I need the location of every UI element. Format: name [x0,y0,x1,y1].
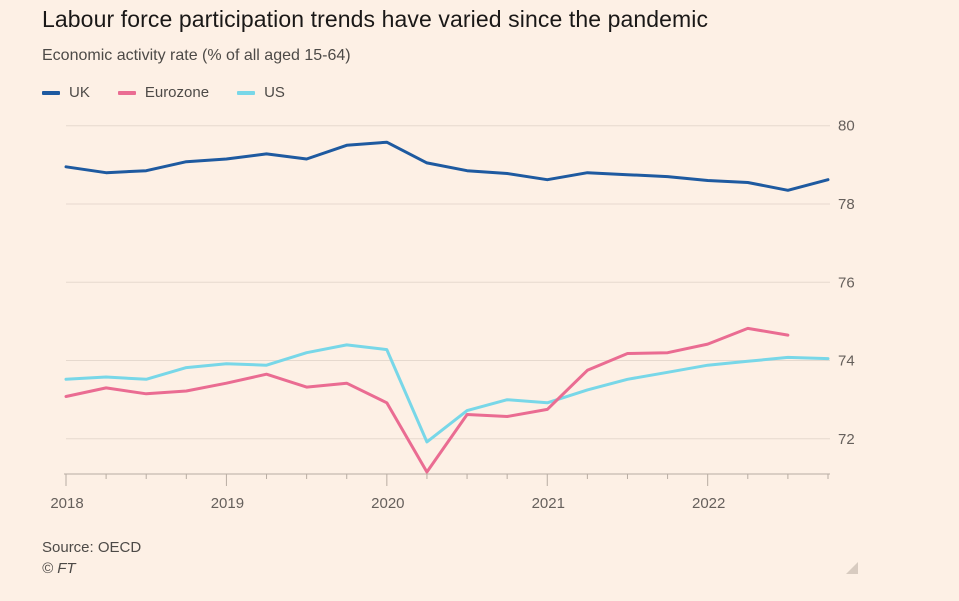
y-tick-label: 74 [838,353,855,370]
x-tick-label: 2018 [50,495,83,512]
source-note: Source: OECD [42,539,142,556]
copyright-note: © FT [42,560,76,577]
resize-handle-icon[interactable] [846,562,858,574]
x-tick-label: 2019 [211,495,244,512]
x-tick-label: 2022 [692,495,725,512]
series-lines [64,140,830,474]
legend-swatch-uk [42,90,60,95]
series-line-uk [64,140,830,192]
series-line-us [64,343,830,444]
gridlines [66,125,830,440]
legend-swatch-us [237,90,256,95]
legend-label-eurozone: Eurozone [144,84,210,101]
legend-swatch-eurozone [117,90,136,95]
chart-subtitle: Economic activity rate (% of all aged 15… [42,47,351,64]
chart-title: Labour force participation trends have v… [42,6,709,32]
x-tick-label: 2020 [371,495,404,512]
legend-item-eurozone: Eurozone [117,84,210,101]
y-tick-label: 78 [838,196,855,213]
series-line-eurozone [64,326,790,474]
y-tick-label: 80 [838,118,855,135]
y-tick-label: 72 [838,431,855,448]
legend-label-us: US [264,84,285,101]
y-axis-ticks: 72 74 76 78 80 [838,118,855,448]
y-tick-label: 76 [838,274,855,291]
legend-item-us: US [237,84,285,101]
legend-label-uk: UK [69,84,90,101]
x-tick-label: 2021 [532,495,565,512]
legend-item-uk: UK [42,84,90,101]
x-axis: 2018 2019 2020 2021 2022 [50,473,830,512]
legend: UK Eurozone US [42,84,285,101]
